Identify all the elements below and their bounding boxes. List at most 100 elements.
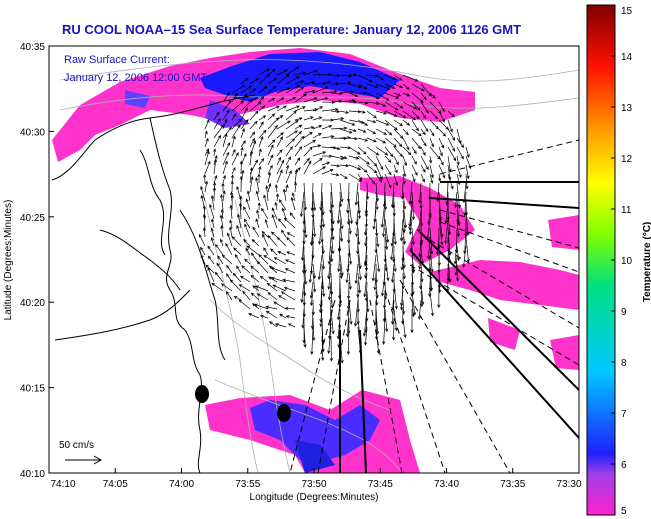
current-vector: [312, 106, 324, 112]
current-vector: [327, 263, 332, 291]
current-vector: [357, 146, 367, 155]
current-vector: [239, 160, 243, 175]
current-vector: [429, 137, 434, 148]
current-vector: [240, 99, 253, 112]
current-vector: [294, 157, 301, 166]
current-vector: [231, 135, 236, 148]
current-vector: [384, 119, 398, 131]
current-vector: [267, 113, 276, 121]
current-vector: [263, 247, 269, 256]
current-vector: [240, 275, 251, 283]
current-vector: [402, 74, 419, 82]
current-vector: [375, 164, 383, 181]
current-vector: [265, 310, 278, 319]
current-vector: [277, 251, 287, 256]
current-vector: [243, 218, 251, 229]
current-vector: [357, 173, 363, 181]
current-vector: [366, 173, 376, 185]
current-vector: [438, 146, 443, 157]
current-vector: [411, 155, 417, 165]
current-vector: [278, 295, 287, 301]
current-vector: [226, 232, 233, 247]
current-vector: [258, 121, 264, 130]
scale-label: 50 cm/s: [59, 440, 94, 451]
current-vector: [420, 101, 429, 114]
current-vector: [285, 138, 296, 148]
current-vector: [271, 214, 278, 229]
current-vector: [276, 69, 289, 76]
current-vector: [330, 117, 345, 121]
current-vector: [348, 100, 358, 104]
current-vector: [207, 245, 215, 256]
current-vector: [357, 91, 368, 95]
current-vector: [267, 97, 276, 103]
current-vector: [283, 217, 296, 229]
current-vector: [231, 118, 242, 130]
current-vector: [222, 99, 232, 112]
current-vector: [348, 272, 352, 291]
current-vector: [286, 251, 296, 256]
current-vector: [240, 107, 248, 121]
current-vector: [274, 201, 278, 211]
current-vector: [244, 223, 251, 238]
current-vector: [213, 158, 218, 175]
current-vector: [273, 257, 287, 265]
current-vector: [363, 326, 368, 346]
current-vector: [274, 184, 278, 193]
current-vector: [402, 317, 407, 339]
current-vector: [393, 308, 398, 332]
current-vector: [276, 87, 291, 94]
current-vector: [384, 74, 397, 81]
current-vector: [280, 291, 296, 301]
current-vector: [420, 290, 424, 308]
current-vector: [354, 263, 359, 285]
current-vector: [321, 80, 332, 85]
current-vector: [204, 150, 210, 166]
current-vector: [321, 107, 339, 112]
current-vector: [249, 150, 254, 166]
current-vector: [276, 149, 283, 157]
current-vector: [294, 117, 303, 121]
current-vector: [384, 92, 400, 99]
colorbar-label: Temperature (°C): [642, 222, 651, 303]
current-vector: [225, 242, 233, 256]
current-vector: [329, 335, 334, 362]
current-vector: [374, 236, 378, 254]
current-vector: [402, 101, 418, 110]
current-vector: [285, 164, 290, 175]
current-vector: [210, 195, 215, 211]
current-vector: [348, 173, 362, 182]
current-vector: [393, 101, 404, 109]
current-vector: [270, 231, 278, 238]
current-vector: [438, 173, 442, 182]
current-vector: [255, 285, 269, 292]
current-vector: [246, 190, 251, 202]
current-vector: [270, 276, 287, 283]
current-vector: [375, 128, 388, 135]
current-vector: [366, 92, 380, 100]
current-vector: [234, 254, 242, 265]
current-vector: [437, 281, 441, 309]
current-vector: [303, 116, 314, 121]
current-vector: [252, 285, 260, 292]
current-vector: [285, 110, 297, 121]
current-vector: [267, 105, 280, 112]
current-vector: [294, 93, 308, 103]
current-vector: [222, 109, 230, 121]
current-vector: [267, 77, 278, 85]
current-vector: [362, 308, 368, 337]
y-tick-label: 40:30: [20, 127, 45, 138]
current-vector: [327, 281, 332, 301]
current-vector: [231, 236, 242, 247]
current-vector: [321, 272, 326, 298]
current-vector: [357, 83, 368, 89]
current-vector: [390, 263, 395, 283]
current-vector: [371, 254, 377, 282]
current-vector: [456, 164, 462, 179]
current-vector: [330, 73, 341, 78]
current-vector: [258, 105, 266, 112]
current-vector: [338, 291, 342, 308]
current-vector: [380, 272, 386, 297]
current-vector: [249, 131, 256, 139]
current-vector: [226, 264, 233, 274]
